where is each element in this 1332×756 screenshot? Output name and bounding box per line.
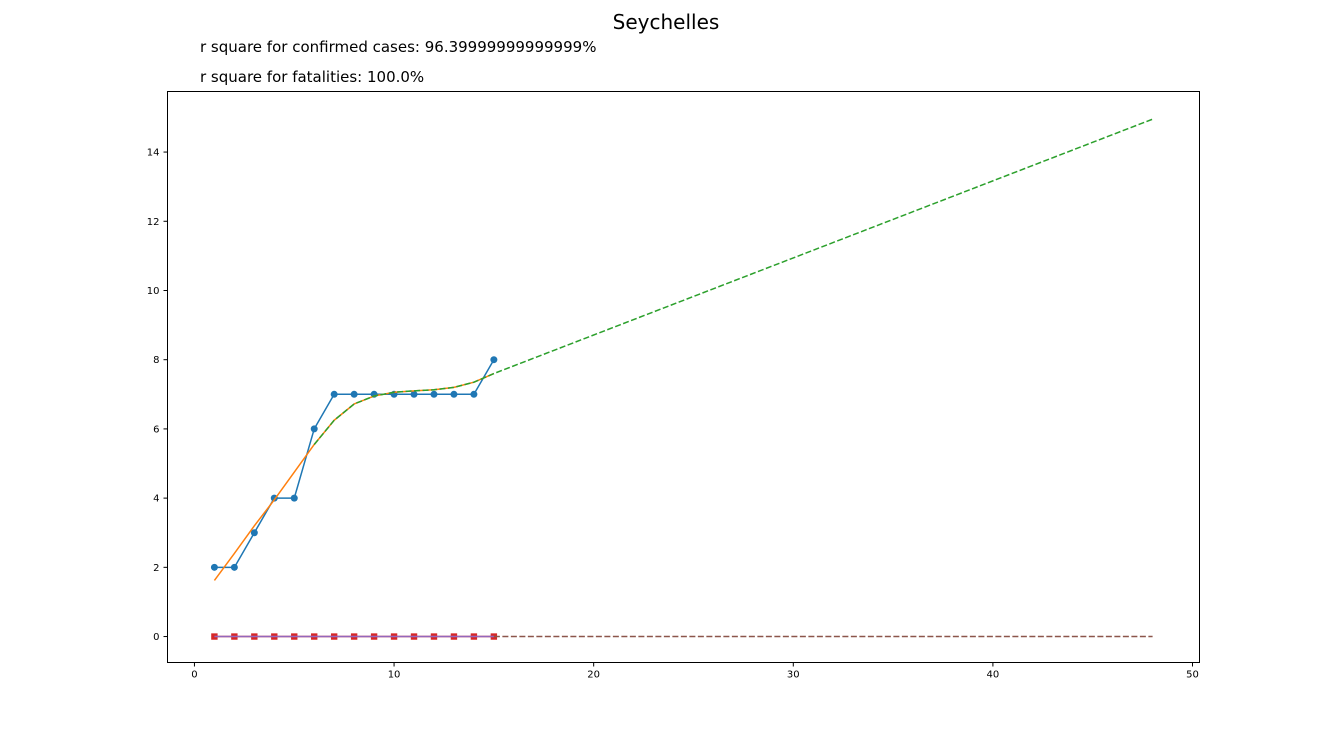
data-point [430,390,438,398]
r-square-confirmed-annotation: r square for confirmed cases: 96.3999999… [200,38,597,56]
data-point [410,390,418,398]
x-tick-label: 30 [787,670,800,681]
x-tick-label: 20 [587,670,600,681]
chart-title: Seychelles [612,10,720,34]
plot-frame [167,91,1200,663]
r-square-fatalities-annotation: r square for fatalities: 100.0% [200,68,425,86]
y-tick-label: 10 [147,286,160,297]
data-point [470,390,478,398]
axes: 0 10 20 30 40 50 0 2 4 6 8 10 12 14 [147,148,1199,681]
y-tick-label: 0 [153,632,159,643]
x-tick-label: 50 [1186,670,1199,681]
data-point [490,356,498,364]
y-tick-label: 8 [153,355,159,366]
data-point-square [211,633,218,640]
x-tick-label: 10 [388,670,401,681]
y-tick-label: 12 [147,217,160,228]
series-line-3 [313,118,1153,445]
y-tick-label: 4 [153,494,159,505]
plot-marks [210,118,1153,640]
data-point [230,563,238,571]
data-point [210,563,218,571]
data-point [310,425,318,433]
data-point [330,390,338,398]
series-line-2 [213,372,495,581]
data-point [350,390,358,398]
data-point [450,390,458,398]
data-point [250,529,258,537]
y-tick-label: 14 [147,148,160,159]
x-tick-label: 0 [191,670,197,681]
data-point [290,494,298,502]
y-tick-label: 6 [153,424,159,435]
y-tick-label: 2 [153,563,159,574]
x-tick-label: 40 [987,670,1000,681]
